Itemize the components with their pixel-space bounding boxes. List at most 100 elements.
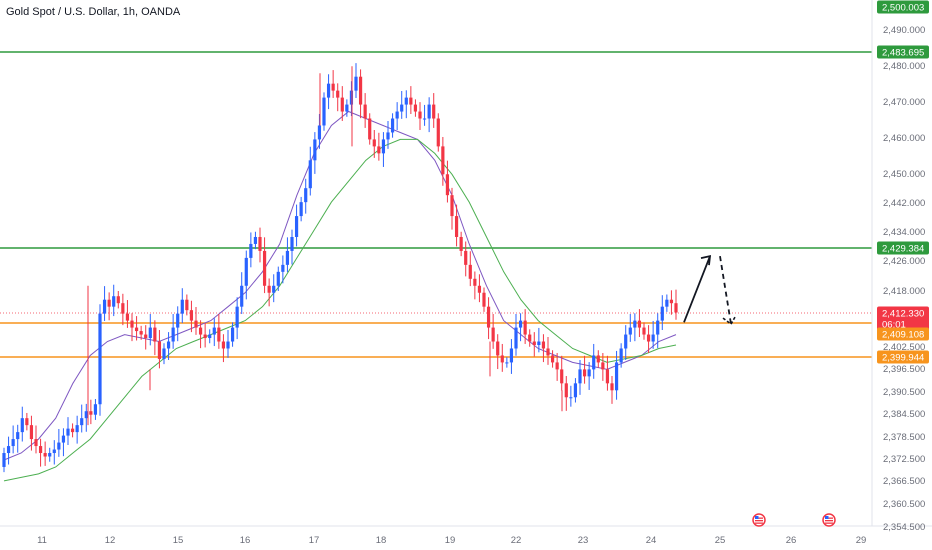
candle-body [400, 104, 404, 112]
candle-body [290, 236, 294, 251]
candle-body [185, 299, 189, 311]
candle-body [313, 139, 317, 161]
candle-body [102, 299, 107, 314]
x-tick-label: 16 [240, 535, 251, 546]
candle-body [441, 146, 445, 175]
y-tick-label: 2,470.000 [883, 97, 925, 108]
candle-body [363, 104, 367, 119]
candle-body [555, 362, 559, 370]
y-tick-label: 2,426.000 [883, 256, 925, 267]
candle-body [80, 418, 84, 426]
x-tick-label: 26 [786, 535, 797, 546]
candle-body [38, 446, 43, 454]
candle-body [642, 327, 646, 335]
x-tick-label: 17 [309, 535, 320, 546]
candle-body [541, 341, 546, 349]
candle-body [294, 216, 299, 237]
candle-body [633, 320, 637, 328]
y-tick-label: 2,360.500 [883, 499, 925, 510]
candle-body [532, 341, 536, 346]
candle-body [299, 202, 303, 217]
candle-body [267, 285, 271, 293]
y-axis-ticks: 2,490.000 2,480.000 2,470.000 2,460.000 2,45… [883, 25, 925, 533]
candle-body [464, 250, 468, 265]
candle-body [518, 320, 523, 328]
candle-body [98, 313, 102, 405]
candle-body [84, 411, 88, 419]
candle-body [660, 306, 664, 321]
us-flag-icon[interactable] [752, 513, 766, 527]
candle-body [281, 264, 285, 272]
candle-body [528, 334, 532, 342]
candle-body [422, 118, 427, 120]
x-tick-label: 22 [511, 535, 522, 546]
y-tick-label: 2,490.000 [883, 25, 925, 36]
candle-body [500, 355, 504, 363]
candles [2, 63, 678, 473]
candle-body [358, 76, 363, 105]
candle-body [230, 327, 235, 342]
us-flag-icon[interactable] [822, 513, 836, 527]
candle-body [162, 348, 166, 359]
candle-body [459, 236, 463, 251]
candle-body [587, 369, 591, 377]
y-tick-label: 2,434.000 [883, 227, 925, 238]
candle-body [573, 383, 578, 398]
candle-body [240, 285, 244, 307]
y-tick-label: 2,450.000 [883, 169, 925, 180]
candle-body [157, 341, 162, 359]
chart-title: Gold Spot / U.S. Dollar, 1h, OANDA [6, 6, 181, 18]
candle-body [180, 299, 184, 314]
x-tick-label: 29 [856, 535, 867, 546]
candle-body [16, 432, 20, 440]
candle-body [578, 369, 582, 384]
candle-body [569, 397, 573, 399]
candle-body [52, 449, 56, 454]
candle-body [486, 306, 491, 328]
candle-body [176, 313, 180, 328]
y-tick-label: 2,460.000 [883, 133, 925, 144]
candle-body [550, 355, 555, 363]
x-tick-label: 12 [105, 535, 116, 546]
price-badge [877, 306, 929, 331]
projection-arrows [683, 254, 736, 326]
candle-body [48, 453, 52, 457]
candle-body [537, 341, 541, 346]
x-tick-label: 19 [445, 535, 456, 546]
candle-body [354, 76, 358, 91]
candle-body [381, 139, 386, 154]
candle-body [6, 446, 11, 454]
candle-body [450, 195, 454, 217]
x-tick-label: 18 [376, 535, 387, 546]
candle-body [249, 243, 253, 258]
candle-body [436, 118, 440, 147]
candle-body [285, 250, 290, 265]
candle-body [29, 425, 34, 440]
candle-body [345, 104, 349, 112]
candle-body [144, 334, 148, 339]
candle-body [112, 296, 116, 307]
y-tick-label: 2,372.500 [883, 454, 925, 465]
candle-body [93, 404, 98, 415]
candle-body [166, 341, 171, 349]
candle-body [560, 369, 564, 384]
candle-body [244, 257, 248, 286]
price-badge-label: 2,429.384 [882, 244, 924, 255]
candle-body [605, 369, 610, 384]
candle-body [43, 453, 47, 457]
candle-body [628, 327, 632, 335]
candle-body [646, 334, 651, 342]
candle-body [25, 418, 29, 426]
candle-body [2, 453, 6, 467]
candle-body [372, 139, 376, 147]
x-tick-label: 15 [173, 535, 184, 546]
candle-body [125, 313, 130, 321]
candle-body [153, 327, 157, 342]
candle-body [326, 83, 331, 98]
candle-body [134, 327, 139, 332]
candle-body [89, 411, 93, 415]
candle-body [171, 327, 175, 342]
price-badge-label: 2,412.330 [882, 309, 924, 320]
candle-body [57, 442, 61, 450]
